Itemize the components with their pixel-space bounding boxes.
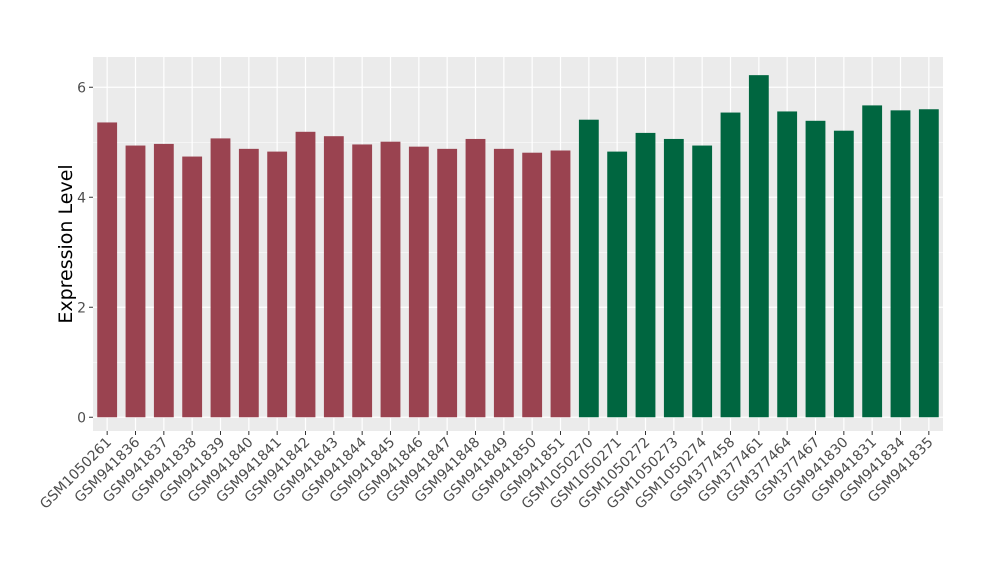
- y-tick-label: 6: [77, 80, 86, 96]
- axes: [89, 86, 930, 435]
- bar-gsm941848: [465, 138, 486, 418]
- bar-gsm941836: [125, 145, 146, 418]
- bar-gsm941837: [153, 143, 174, 418]
- bar-gsm1050270: [578, 119, 599, 418]
- bar-gsm941843: [323, 136, 344, 418]
- bar-gsm941831: [862, 105, 883, 418]
- bar-gsm941846: [408, 146, 429, 418]
- bar-gsm941830: [833, 130, 854, 418]
- bar-gsm1050261: [97, 122, 118, 418]
- bar-gsm1050274: [692, 145, 713, 418]
- bar-gsm941840: [238, 148, 259, 418]
- bar-gsm941834: [890, 110, 911, 418]
- bar-gsm941844: [352, 144, 373, 418]
- y-axis-title: Expression Level: [55, 164, 77, 323]
- bar-gsm377467: [805, 120, 826, 418]
- bar-gsm941841: [267, 151, 288, 418]
- bar-gsm377461: [748, 75, 769, 418]
- plot-panel: [93, 57, 943, 431]
- bar-gsm1050271: [607, 151, 628, 418]
- bar-gsm377458: [720, 112, 741, 418]
- bar-gsm941845: [380, 141, 401, 418]
- bar-gsm941838: [182, 156, 203, 418]
- bar-gsm941847: [437, 148, 458, 418]
- y-tick-label: 4: [77, 190, 86, 206]
- bar-gsm1050272: [635, 132, 656, 418]
- bar-gsm941835: [918, 109, 939, 418]
- bar-gsm941842: [295, 131, 316, 418]
- bar-gsm941851: [550, 150, 571, 418]
- bars: [97, 75, 939, 418]
- y-tick-label: 0: [77, 410, 86, 426]
- bar-gsm941839: [210, 138, 231, 418]
- bar-gsm1050273: [663, 138, 684, 418]
- bar-gsm941849: [493, 148, 514, 418]
- y-tick-label: 2: [77, 300, 86, 316]
- bar-gsm941850: [522, 152, 543, 418]
- bar-gsm377464: [777, 111, 798, 418]
